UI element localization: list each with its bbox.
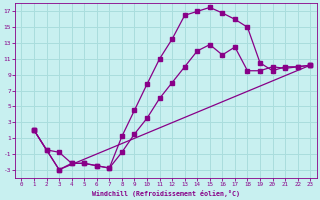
- X-axis label: Windchill (Refroidissement éolien,°C): Windchill (Refroidissement éolien,°C): [92, 190, 240, 197]
